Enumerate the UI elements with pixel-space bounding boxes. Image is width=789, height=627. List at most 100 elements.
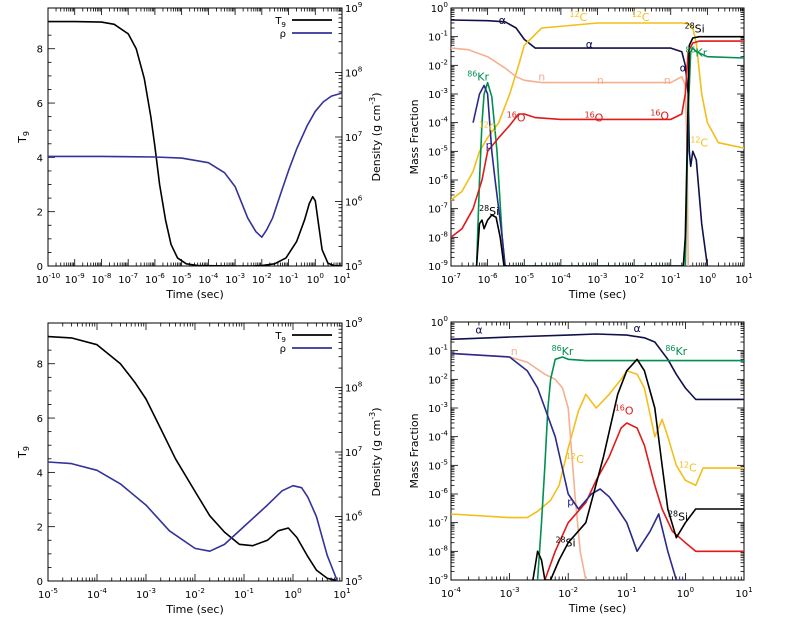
series-line-16O (451, 40, 744, 238)
series-line- (451, 333, 744, 401)
curve-annotation: 12C (566, 452, 584, 466)
y-axis: 10-9 10-8 10-7 10-6 10-5 10-4 10-3 10-2 10-1 100 M… (408, 314, 744, 587)
plot-frame (450, 321, 745, 581)
curve-annotation: α (633, 322, 640, 335)
curve-annotations: α α α 12C 12C 12C 12C n n n 86Kr 86Kr 16O 16O 16O p 28Si… (467, 10, 708, 218)
x-tick-label: 10-4 (441, 585, 461, 600)
y-tick-label: 10-7 (428, 201, 448, 216)
curve-annotation: 12C (632, 10, 650, 24)
curve-annotation: 12C (479, 120, 497, 134)
x-tick-label: 100 (677, 585, 695, 600)
curve-annotation: 16O (615, 403, 634, 417)
x-tick-label: 101 (333, 271, 350, 286)
panel-c-temperature-density: 10-5 10-4 10-3 10-2 10-1 100 101 Time (sec) 0 2 4 6… (16, 315, 383, 616)
plot-frame (47, 7, 343, 267)
x-tick-label: 10-6 (145, 271, 165, 286)
y-tick-label: 10-9 (428, 572, 448, 587)
curve-annotations: α α 86Kr 86Kr n 16O 12C 12C p 28Si 28Si (475, 322, 697, 549)
curve-annotation: 86Kr (467, 69, 489, 83)
x-tick-label: 10-5 (172, 271, 192, 286)
x-tick-label: 10-4 (198, 271, 218, 286)
panel-a-temperature-density: 10-10 10-9 10-8 10-7 10-6 10-5 10-4 10-3 10-2 10-… (16, 0, 383, 301)
legend-label: ρ (280, 29, 286, 40)
y-tick-label: 100 (431, 0, 449, 15)
series-group (48, 20, 342, 266)
y-tick-label: 10-1 (428, 343, 448, 358)
y-tick-label: 4 (37, 468, 43, 479)
series-line-12C (451, 369, 744, 519)
curve-annotation: 12C (690, 135, 708, 149)
x-axis: 10-5 10-4 10-3 10-2 10-1 100 101 Time (sec) (38, 323, 351, 616)
x-axis: 10-7 10-6 10-5 10-4 10-3 10-2 10-1 100 101 Time (… (441, 8, 753, 301)
series-line-p (472, 84, 508, 266)
y2-tick-label: 109 (345, 0, 363, 15)
curve-annotation: 86Kr (685, 46, 707, 60)
curve-annotation: 28Si (555, 535, 575, 549)
series-group (451, 19, 744, 266)
x-tick-label: 10-2 (185, 586, 205, 601)
x-tick-label: 100 (307, 271, 325, 286)
curve-annotation: α (680, 62, 687, 75)
legend-label: T9 (274, 331, 286, 344)
x-tick-label: 10-2 (252, 271, 272, 286)
y-tick-label: 10-4 (428, 115, 448, 130)
y-tick-label: 0 (37, 577, 43, 588)
y2-axis-label: Density (g cm-3) (368, 407, 383, 496)
x-tick-label: 10-3 (588, 271, 608, 286)
x-tick-label: 10-8 (92, 271, 112, 286)
curve-annotation: 12C (679, 461, 697, 475)
y-tick-label: 0 (37, 262, 43, 273)
y2-tick-label: 107 (345, 444, 362, 459)
panel-d-mass-fraction: 10-4 10-3 10-2 10-1 100 101 Time (sec) 10-9 10-8… (408, 314, 753, 615)
series-line-28Si (475, 35, 744, 266)
y-tick-label: 10-7 (428, 515, 448, 530)
y-tick-label: 2 (37, 208, 43, 219)
y-tick-label: 6 (37, 99, 43, 110)
curve-annotation: α (586, 38, 593, 51)
series-group (451, 333, 744, 580)
y-tick-label: 8 (37, 45, 43, 56)
curve-annotation: n (511, 345, 518, 358)
y2-tick-label: 105 (345, 573, 362, 588)
series-line- (451, 19, 709, 266)
y-tick-label: 10-5 (428, 457, 448, 472)
y-tick-label: 10-5 (428, 143, 448, 158)
curve-annotation: α (499, 14, 506, 27)
y-axis-label: T9 (16, 446, 31, 459)
series-line-n (451, 352, 587, 580)
x-axis-label: Time (sec) (165, 603, 224, 616)
y2-tick-label: 105 (345, 258, 362, 273)
y-tick-label: 10-4 (428, 429, 448, 444)
x-tick-label: 10-3 (500, 585, 520, 600)
curve-annotation: n (538, 70, 545, 83)
x-axis-label: Time (sec) (165, 288, 224, 301)
x-tick-label: 10-3 (225, 271, 245, 286)
x-tick-label: 10-7 (118, 271, 138, 286)
curve-annotation: α (475, 323, 482, 336)
series-line-86Kr (475, 47, 744, 266)
y-tick-label: 10-3 (428, 400, 448, 415)
y-tick-label: 10-1 (428, 29, 448, 44)
x-axis: 10-4 10-3 10-2 10-1 100 101 Time (sec) (441, 322, 753, 615)
x-tick-label: 101 (333, 586, 350, 601)
x-axis: 10-10 10-9 10-8 10-7 10-6 10-5 10-4 10-3 10-2 10-… (36, 8, 351, 301)
curve-annotation: 28Si (479, 204, 499, 218)
y2-tick-label: 108 (345, 65, 363, 80)
y2-tick-label: 106 (345, 509, 363, 524)
series-group (48, 335, 339, 581)
series-line-16O (544, 422, 744, 580)
y-tick-label: 2 (37, 523, 43, 534)
x-tick-label: 10-5 (514, 271, 534, 286)
series-line-n (451, 47, 690, 266)
curve-annotation: 86Kr (665, 344, 687, 358)
y2-tick-label: 108 (345, 380, 363, 395)
y-tick-label: 8 (37, 360, 43, 371)
x-tick-label: 10-1 (661, 271, 681, 286)
legend: T9ρ (274, 331, 332, 355)
x-tick-label: 101 (735, 271, 752, 286)
y-tick-label: 10-2 (428, 57, 448, 72)
legend-label: T9 (274, 16, 286, 29)
x-axis-label: Time (sec) (568, 602, 627, 615)
x-tick-label: 10-4 (87, 586, 107, 601)
